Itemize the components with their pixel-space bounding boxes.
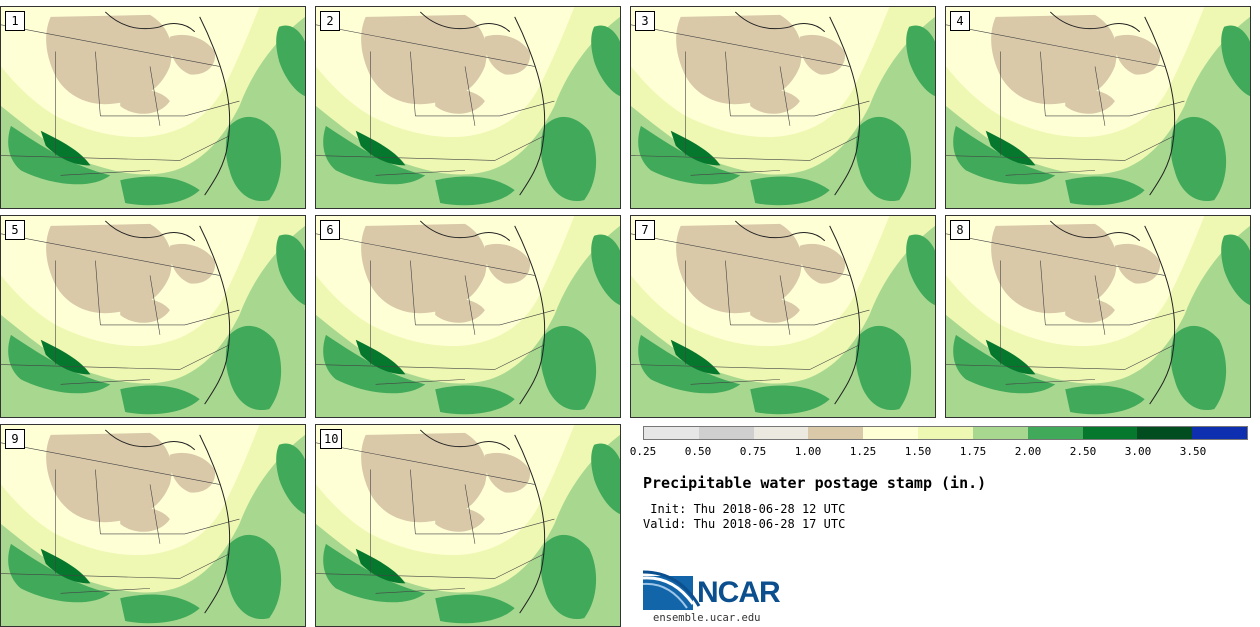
map-image	[946, 216, 1250, 417]
map-image	[1, 216, 305, 417]
tick-label: 2.50	[1069, 445, 1097, 458]
map-image	[1, 7, 305, 208]
tick-label: 1.50	[904, 445, 932, 458]
tick-label: 1.75	[959, 445, 987, 458]
color-scale-segment	[753, 427, 809, 439]
member-number-label: 6	[320, 220, 340, 240]
tick-label: 1.25	[849, 445, 877, 458]
color-scale-segment	[808, 427, 864, 439]
tick-label: 1.00	[794, 445, 822, 458]
member-number-label: 7	[635, 220, 655, 240]
ensemble-member-map-10: 10	[315, 424, 621, 627]
color-scale-segment	[863, 427, 919, 439]
tick-label: 0.75	[739, 445, 767, 458]
color-scale-segment	[1192, 427, 1247, 439]
map-image	[316, 7, 620, 208]
tick-label: 0.25	[629, 445, 657, 458]
map-image	[631, 216, 935, 417]
ensemble-member-map-6: 6	[315, 215, 621, 418]
color-scale-segment	[1082, 427, 1138, 439]
ensemble-member-map-2: 2	[315, 6, 621, 209]
color-scale-segment	[698, 427, 754, 439]
ensemble-member-map-9: 9	[0, 424, 306, 627]
color-scale-segment	[918, 427, 973, 439]
color-scale-ticks: 0.25 0.50 0.75 1.00 1.25 1.50 1.75 2.00 …	[630, 445, 1248, 459]
init-time: Init: Thu 2018-06-28 12 UTC	[643, 502, 846, 516]
ensemble-member-map-5: 5	[0, 215, 306, 418]
ensemble-member-map-4: 4	[945, 6, 1251, 209]
ncar-logo-icon	[643, 570, 701, 610]
tick-label: 3.50	[1179, 445, 1207, 458]
ncar-logo-text: NCAR	[697, 576, 781, 609]
tick-label: 2.00	[1014, 445, 1042, 458]
plot-title: Precipitable water postage stamp (in.)	[643, 474, 987, 492]
map-image	[316, 216, 620, 417]
ensemble-member-map-7: 7	[630, 215, 936, 418]
color-scale-segment	[1137, 427, 1193, 439]
ensemble-member-map-3: 3	[630, 6, 936, 209]
color-scale-segment	[1027, 427, 1083, 439]
member-number-label: 10	[320, 429, 343, 449]
color-scale-segment	[972, 427, 1028, 439]
tick-label: 0.50	[684, 445, 712, 458]
member-number-label: 8	[950, 220, 970, 240]
map-image	[631, 7, 935, 208]
map-image	[946, 7, 1250, 208]
color-scale-bar	[643, 426, 1248, 440]
color-scale-segment	[644, 427, 699, 439]
member-number-label: 4	[950, 11, 970, 31]
site-url: ensemble.ucar.edu	[653, 612, 761, 624]
member-number-label: 9	[5, 429, 25, 449]
map-image	[1, 425, 305, 626]
tick-label: 3.00	[1124, 445, 1152, 458]
member-number-label: 1	[5, 11, 25, 31]
member-number-label: 2	[320, 11, 340, 31]
member-number-label: 5	[5, 220, 25, 240]
map-image	[316, 425, 620, 626]
valid-time: Valid: Thu 2018-06-28 17 UTC	[643, 517, 846, 531]
member-number-label: 3	[635, 11, 655, 31]
ensemble-member-map-1: 1	[0, 6, 306, 209]
ensemble-member-map-8: 8	[945, 215, 1251, 418]
